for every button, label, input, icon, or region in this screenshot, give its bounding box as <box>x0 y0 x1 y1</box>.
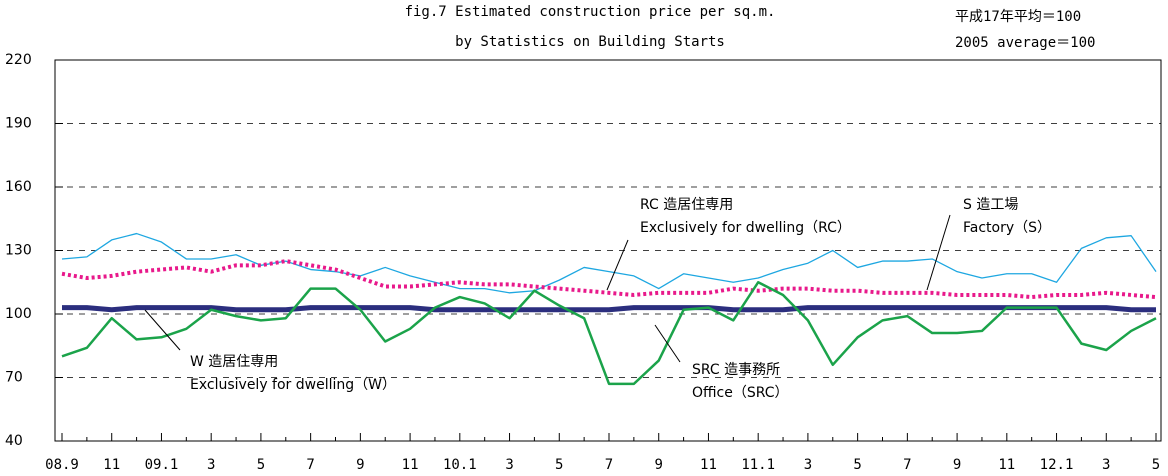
x-tick-label: 9 <box>655 457 663 473</box>
series-line <box>61 232 1157 294</box>
series-label: W 造居住専用 <box>190 354 278 370</box>
x-tick-label: 11.1 <box>741 457 775 473</box>
chart-title: fig.7 Estimated construction price per s… <box>405 4 776 20</box>
leader-line <box>926 214 951 291</box>
x-tick-label: 3 <box>804 457 812 473</box>
x-tick-label: 09.1 <box>145 457 179 473</box>
x-tick-label: 3 <box>505 457 513 473</box>
y-tick-label: 190 <box>5 116 32 132</box>
leader-line <box>606 239 629 291</box>
series-label: RC 造居住専用 <box>640 197 733 213</box>
x-tick-label: 9 <box>356 457 364 473</box>
leader-line <box>654 324 681 363</box>
y-tick-label: 130 <box>5 243 32 259</box>
x-tick-label: 08.9 <box>45 457 79 473</box>
y-tick-label: 70 <box>5 370 23 386</box>
x-tick-label: 11 <box>402 457 419 473</box>
x-tick-label: 5 <box>1152 457 1160 473</box>
series-label: S 造工場 <box>963 197 1018 213</box>
x-tick-label: 7 <box>903 457 911 473</box>
x-tick-label: 7 <box>306 457 314 473</box>
series-label: SRC 造事務所 <box>692 362 780 378</box>
series-label: Office（SRC） <box>692 385 789 401</box>
leader-line <box>144 309 181 351</box>
x-tick-label: 7 <box>605 457 613 473</box>
x-tick-label: 9 <box>953 457 961 473</box>
series-label: Exclusively for dwelling（W） <box>190 377 396 393</box>
series-line <box>61 281 1157 386</box>
note: 2005 average＝100 <box>955 35 1095 51</box>
x-tick-label: 3 <box>1102 457 1110 473</box>
y-tick-label: 40 <box>5 433 23 449</box>
chart-title: by Statistics on Building Starts <box>455 34 725 50</box>
x-tick-label: 11 <box>103 457 120 473</box>
y-tick-label: 160 <box>5 179 32 195</box>
x-tick-label: 10.1 <box>443 457 477 473</box>
series-line <box>61 259 1157 300</box>
series-label: Exclusively for dwelling（RC） <box>640 220 851 236</box>
x-tick-label: 3 <box>207 457 215 473</box>
x-tick-label: 5 <box>853 457 861 473</box>
x-tick-label: 5 <box>257 457 265 473</box>
series-line <box>62 305 1156 313</box>
x-tick-label: 11 <box>700 457 717 473</box>
y-tick-label: 220 <box>5 52 32 68</box>
note: 平成17年平均＝100 <box>955 9 1081 25</box>
series-label: Factory（S） <box>963 220 1051 236</box>
x-tick-label: 11 <box>998 457 1015 473</box>
y-tick-label: 100 <box>5 306 32 322</box>
x-tick-label: 12.1 <box>1040 457 1074 473</box>
x-tick-label: 5 <box>555 457 563 473</box>
